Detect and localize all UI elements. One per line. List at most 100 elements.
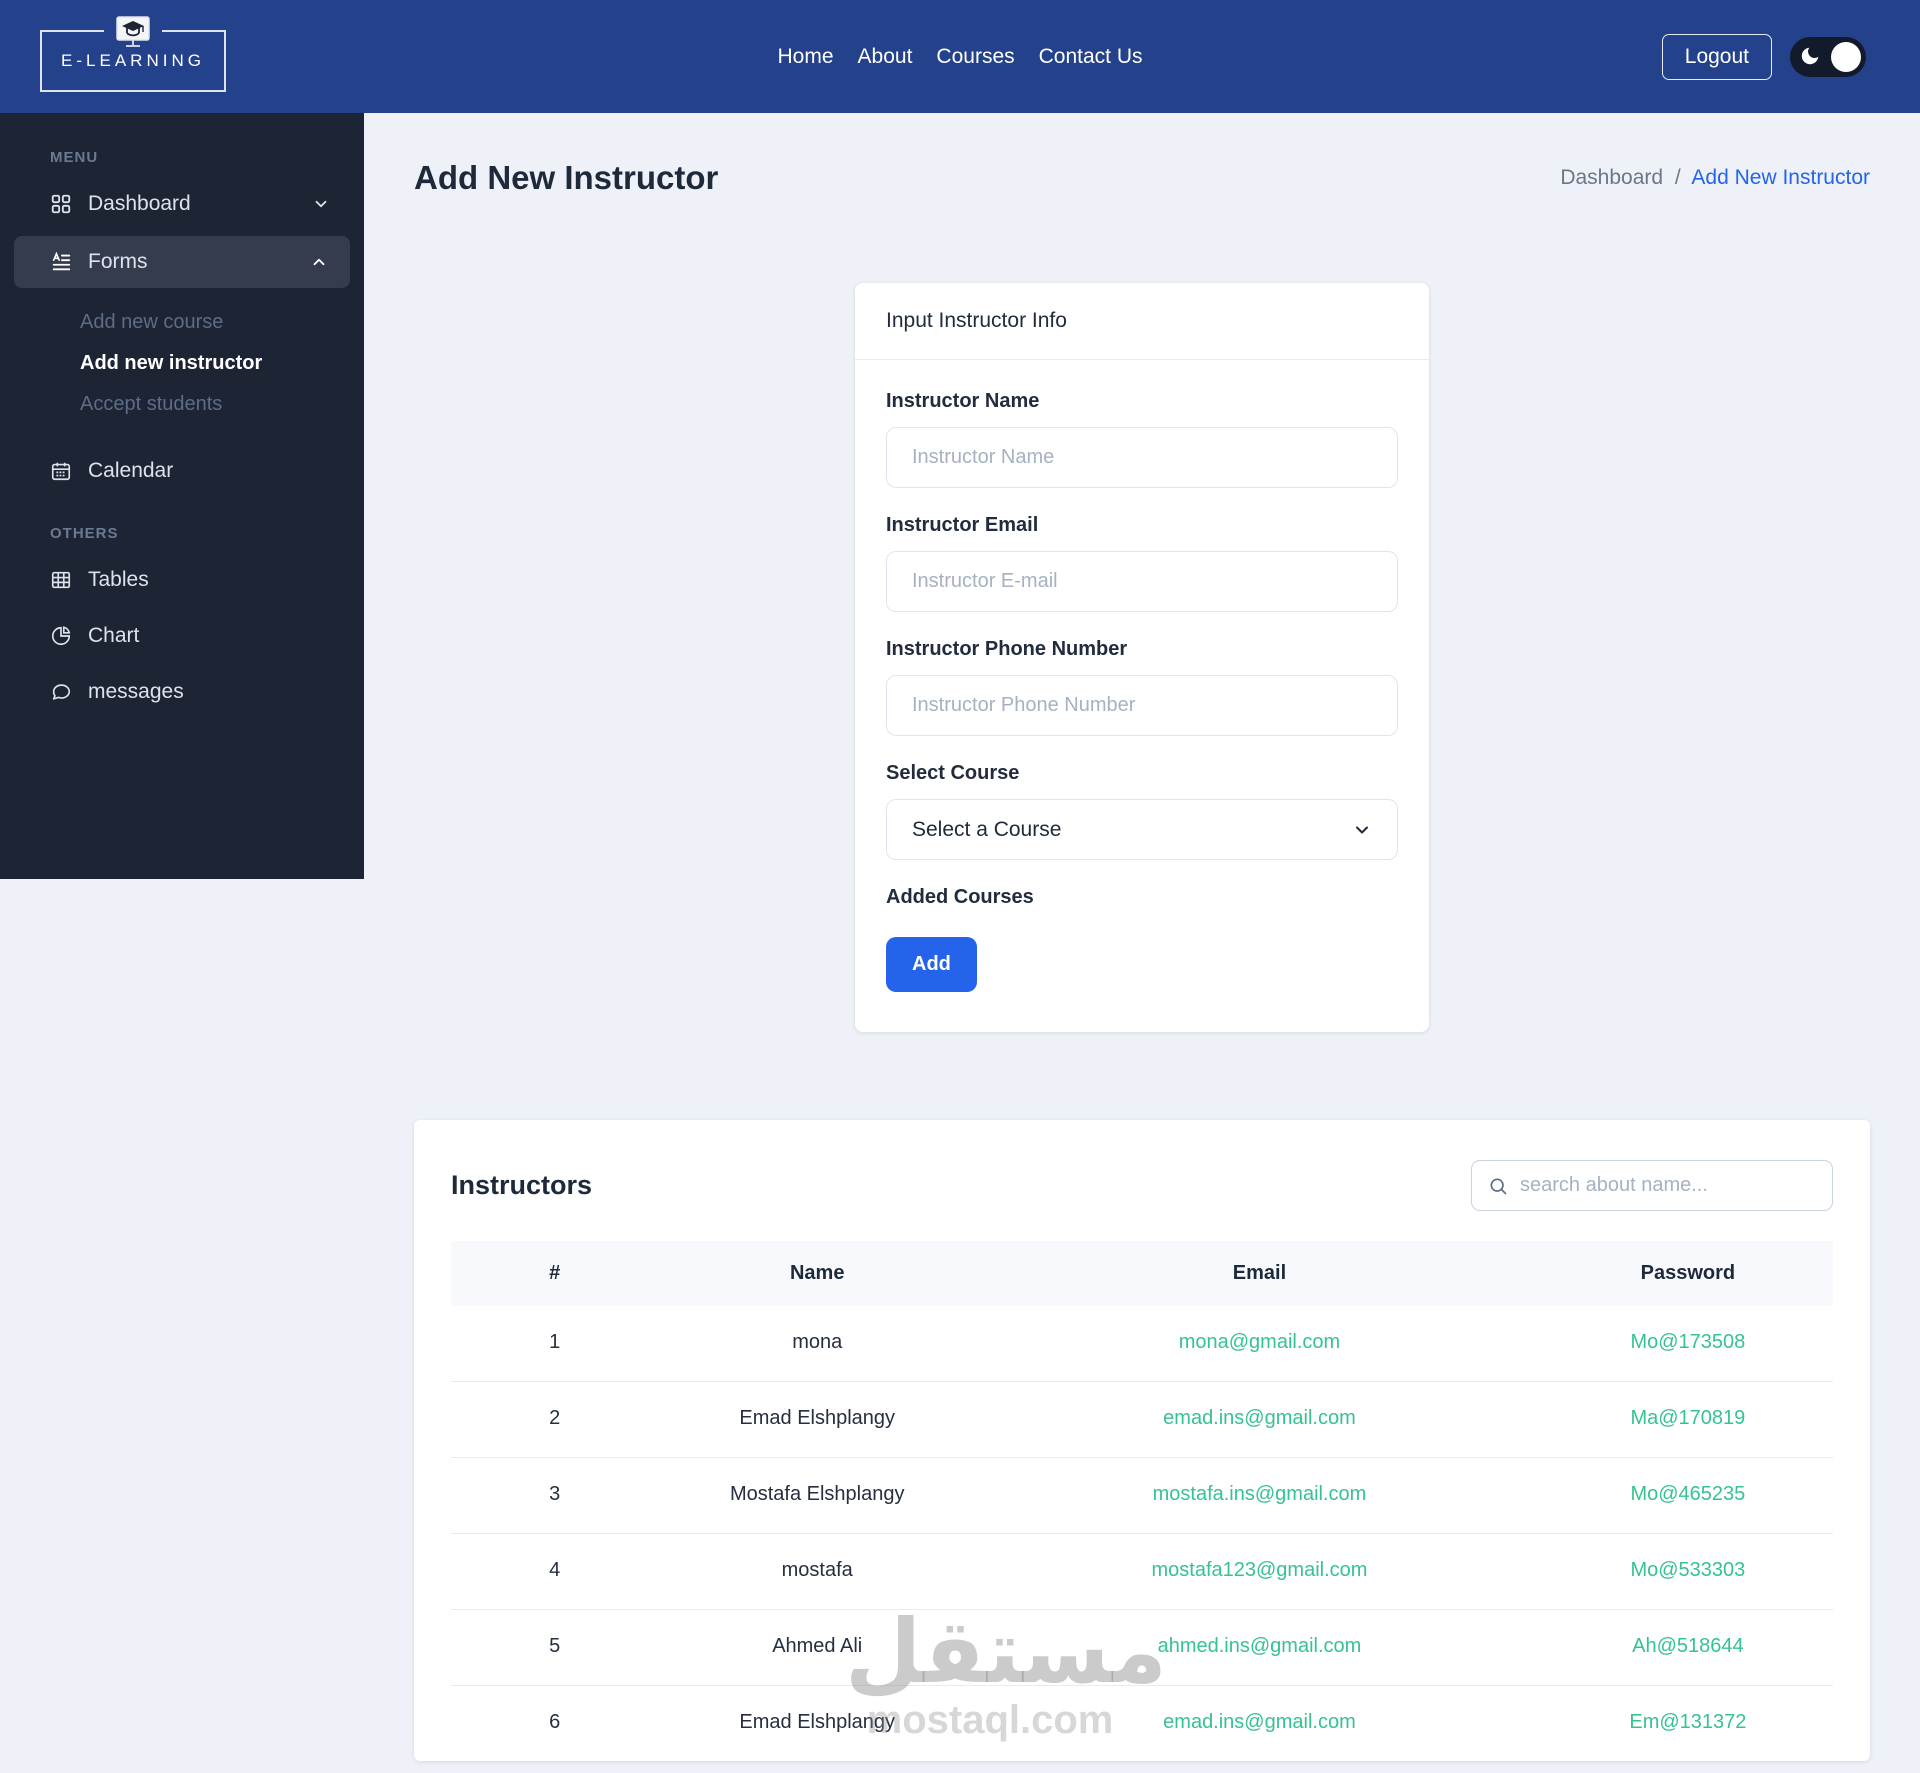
breadcrumb-dashboard-link[interactable]: Dashboard [1560, 166, 1664, 189]
cell-email: emad.ins@gmail.com [976, 1381, 1543, 1458]
cell-name: Mostafa Elshplangy [658, 1457, 977, 1534]
sidebar-subitem-accept-students[interactable]: Accept students [80, 393, 223, 415]
cell-num: 2 [451, 1381, 659, 1458]
form-card-title: Input Instructor Info [855, 283, 1429, 360]
nav-courses[interactable]: Courses [936, 44, 1015, 68]
instructors-table: # Name Email Password 1 mona mona@gmail.… [451, 1241, 1833, 1761]
forms-submenu: Add new course Add new instructor Accept… [0, 292, 364, 443]
table-row: 2 Emad Elshplangy emad.ins@gmail.com Ma@… [451, 1381, 1833, 1458]
instructors-title: Instructors [451, 1170, 593, 1200]
added-courses-label: Added Courses [886, 886, 1034, 908]
page-title: Add New Instructor [414, 159, 719, 196]
top-navbar: E-LEARNING Home About Courses Contact Us… [0, 0, 1920, 113]
cell-password: Mo@173508 [1630, 1331, 1746, 1353]
cell-password: Mo@465235 [1542, 1457, 1833, 1534]
cell-num: 1 [549, 1331, 561, 1353]
instructors-table-card: Instructors # Name Email [414, 1120, 1870, 1761]
toggle-knob[interactable] [1831, 41, 1861, 72]
instructor-name-input[interactable] [886, 427, 1398, 488]
instructor-email-label: Instructor Email [886, 514, 1039, 536]
elearning-monitor-cap-icon [104, 14, 162, 49]
table-row: 6 Emad Elshplangy emad.ins@gmail.com Em@… [451, 1685, 1833, 1761]
main-nav: Home About Courses Contact Us [778, 45, 1143, 69]
calendar-icon [50, 460, 72, 482]
select-course-label: Select Course [886, 762, 1020, 784]
logo-text: E-LEARNING [61, 50, 205, 70]
nav-contact-us[interactable]: Contact Us [1038, 44, 1143, 68]
table-row: 3 Mostafa Elshplangy mostafa.ins@gmail.c… [451, 1457, 1833, 1534]
dashboard-grid-icon [50, 193, 72, 215]
breadcrumb-separator: / [1674, 166, 1681, 189]
search-icon [1488, 1176, 1508, 1196]
sidebar-item-dashboard[interactable]: Dashboard [0, 176, 364, 232]
sidebar-item-tables[interactable]: Tables [0, 552, 364, 608]
search-input[interactable] [1520, 1174, 1816, 1197]
add-button[interactable]: Add [886, 937, 977, 992]
course-select[interactable]: Select a Course [886, 799, 1398, 860]
column-header-email: Email [1232, 1262, 1287, 1284]
cell-email: mostafa.ins@gmail.com [976, 1457, 1543, 1534]
cell-password: Mo@533303 [1542, 1533, 1833, 1610]
column-header-num: # [549, 1262, 561, 1284]
course-select-value: Select a Course [912, 817, 1062, 841]
table-row: 1 mona mona@gmail.com Mo@173508 [451, 1306, 1833, 1382]
moon-icon [1799, 45, 1821, 67]
sidebar-item-label: Forms [88, 250, 148, 273]
sidebar-item-label: Chart [88, 624, 140, 647]
forms-icon [50, 251, 72, 273]
cell-password: Ah@518644 [1542, 1609, 1833, 1686]
breadcrumb-current[interactable]: Add New Instructor [1691, 166, 1870, 189]
sidebar-item-label: Tables [88, 568, 149, 591]
logout-button[interactable]: Logout [1661, 33, 1772, 80]
table-grid-icon [50, 569, 72, 591]
table-row: 5 Ahmed Ali ahmed.ins@gmail.com Ah@51864… [451, 1609, 1833, 1686]
instructor-phone-label: Instructor Phone Number [886, 638, 1128, 660]
sidebar-item-forms[interactable]: Forms [14, 236, 350, 288]
sidebar-subitem-add-new-instructor[interactable]: Add new instructor [80, 352, 263, 374]
sidebar-section-menu: MENU [50, 149, 99, 166]
sidebar: MENU Dashboard Forms [0, 113, 364, 879]
cell-name: Ahmed Ali [658, 1609, 977, 1686]
chevron-down-icon [1352, 820, 1372, 840]
cell-name: Emad Elshplangy [658, 1685, 977, 1761]
sidebar-item-calendar[interactable]: Calendar [0, 443, 364, 499]
navbar-right: Logout [1661, 33, 1866, 80]
cell-name: Emad Elshplangy [658, 1381, 977, 1458]
dark-mode-toggle[interactable] [1790, 36, 1866, 77]
nav-about[interactable]: About [857, 44, 913, 68]
instructor-form-card: Input Instructor Info Instructor Name In… [855, 283, 1429, 1032]
sidebar-section-others: OTHERS [50, 525, 119, 542]
pie-chart-icon [50, 625, 72, 647]
instructor-email-input[interactable] [886, 551, 1398, 612]
cell-num: 6 [451, 1685, 659, 1761]
cell-email: mostafa123@gmail.com [976, 1533, 1543, 1610]
cell-password: Em@131372 [1542, 1685, 1833, 1761]
sidebar-item-label: messages [88, 680, 184, 703]
instructor-name-label: Instructor Name [886, 390, 1040, 412]
cell-email: mona@gmail.com [1178, 1331, 1341, 1353]
sidebar-item-label: Calendar [88, 459, 174, 482]
chat-bubble-icon [50, 681, 72, 703]
cell-num: 3 [451, 1457, 659, 1534]
cell-name: mona [792, 1331, 843, 1353]
logo[interactable]: E-LEARNING [40, 14, 226, 92]
chevron-up-icon [310, 253, 328, 271]
sidebar-subitem-add-new-course[interactable]: Add new course [80, 311, 224, 333]
sidebar-item-chart[interactable]: Chart [0, 608, 364, 664]
breadcrumb: Dashboard / Add New Instructor [1560, 166, 1870, 190]
cell-email: emad.ins@gmail.com [976, 1685, 1543, 1761]
table-header-row: # Name Email Password [451, 1241, 1833, 1306]
table-row: 4 mostafa mostafa123@gmail.com Mo@533303 [451, 1533, 1833, 1610]
main-content: Add New Instructor Dashboard / Add New I… [364, 113, 1920, 1761]
chevron-down-icon [312, 195, 330, 213]
sidebar-item-label: Dashboard [88, 192, 191, 215]
cell-num: 5 [451, 1609, 659, 1686]
column-header-name: Name [789, 1262, 845, 1284]
nav-home[interactable]: Home [777, 44, 834, 68]
cell-email: ahmed.ins@gmail.com [976, 1609, 1543, 1686]
search-box[interactable] [1471, 1160, 1833, 1211]
column-header-password: Password [1640, 1262, 1736, 1284]
cell-name: mostafa [658, 1533, 977, 1610]
sidebar-item-messages[interactable]: messages [0, 664, 364, 720]
instructor-phone-input[interactable] [886, 675, 1398, 736]
